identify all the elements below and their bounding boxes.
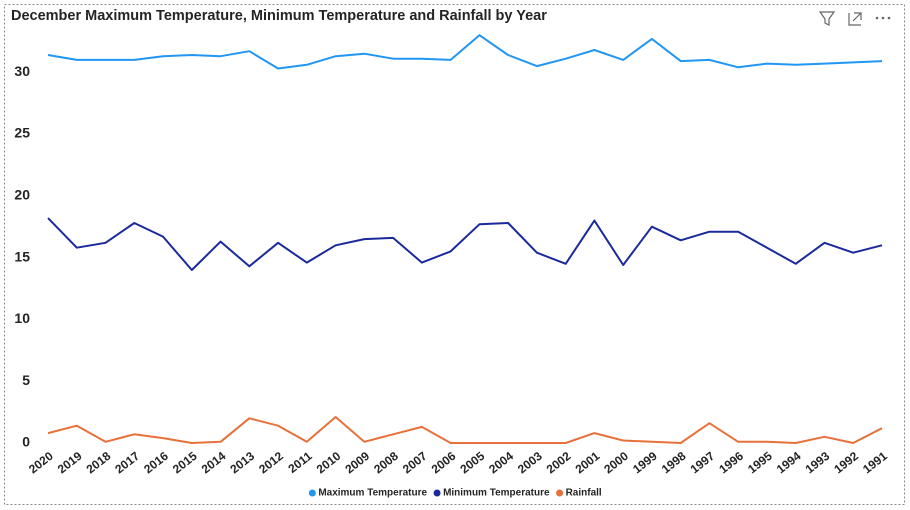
y-tick-label: 10: [14, 310, 30, 326]
y-tick-label: 25: [14, 125, 30, 141]
chart-title: December Maximum Temperature, Minimum Te…: [11, 8, 547, 24]
legend: Maximum Temperature Minimum Temperature Ra…: [308, 488, 602, 499]
series-line: [47, 34, 883, 70]
legend-marker: [308, 489, 316, 497]
visual-frame: [4, 4, 905, 505]
legend-item: Maximum Temperature: [308, 488, 427, 499]
legend-marker: [433, 489, 441, 497]
y-tick-label: 20: [14, 187, 30, 203]
y-tick-label: 15: [14, 248, 30, 264]
legend-marker: [556, 489, 564, 497]
filter-icon[interactable]: [818, 11, 836, 26]
series-line: [47, 217, 883, 271]
legend-item: Minimum Temperature: [433, 488, 550, 499]
series-line: [47, 416, 883, 444]
visual-header-icons[interactable]: [818, 11, 891, 26]
y-tick-label: 5: [22, 372, 30, 388]
legend-label: Maximum Temperature: [318, 488, 427, 499]
legend-item: Rainfall: [556, 488, 602, 499]
y-tick-label: 30: [14, 63, 30, 79]
legend-label: Minimum Temperature: [443, 488, 550, 499]
legend-label: Rainfall: [566, 488, 602, 499]
y-tick-label: 0: [22, 434, 30, 450]
focus-icon[interactable]: [848, 12, 862, 26]
more-options-icon[interactable]: [875, 16, 891, 20]
